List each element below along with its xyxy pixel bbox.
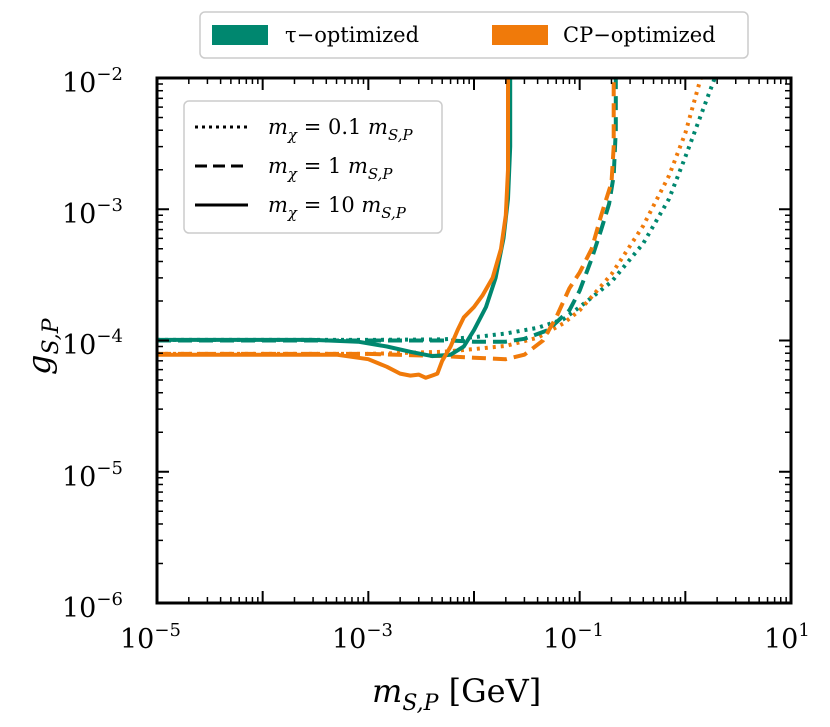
y-tick-label: 10−2	[62, 64, 123, 99]
x-tick-label: 10−1	[543, 620, 604, 655]
x-tick-label: 101	[764, 620, 810, 655]
x-tick-label: 10−5	[120, 620, 181, 655]
color-legend: τ−optimized CP−optimized	[199, 11, 749, 59]
y-tick-label: 10−6	[62, 589, 123, 624]
legend-swatch-tau	[212, 25, 268, 45]
series-layer	[157, 77, 717, 380]
legend-label-cp: CP−optimized	[563, 23, 716, 47]
x-axis-label: mS,P [GeV]	[372, 672, 541, 716]
legend-label-mchi-1: mχ = 1 mS,P	[268, 154, 393, 183]
series-line-tau-dashed	[157, 78, 618, 344]
plot-area	[155, 76, 793, 605]
legend-label-tau: τ−optimized	[285, 23, 419, 47]
y-tick-labels: 10−2 10−3 10−4 10−5 10−6	[62, 64, 123, 624]
series-line-cp-dashed	[157, 78, 616, 362]
series-line-tau-dotted	[157, 77, 717, 342]
y-tick-label: 10−5	[62, 458, 123, 493]
y-tick-label: 10−4	[62, 326, 123, 361]
legend-swatch-cp	[492, 25, 548, 45]
y-axis-label: gS,P	[20, 317, 64, 375]
x-tick-labels: 10−5 10−3 10−1 101	[120, 620, 810, 655]
legend-label-mchi-10: mχ = 10 mS,P	[268, 193, 407, 222]
x-tick-label: 10−3	[332, 620, 393, 655]
series-line-cp-solid	[157, 78, 510, 380]
series-line-cp-dotted	[157, 77, 703, 356]
style-legend: mχ = 0.1 mS,P mχ = 1 mS,P mχ = 10 mS,P	[183, 100, 443, 234]
plot-frame	[155, 76, 793, 605]
legend-label-mchi-01: mχ = 0.1 mS,P	[268, 115, 413, 144]
style-legend-frame	[183, 100, 443, 234]
color-legend-frame	[199, 11, 749, 59]
y-tick-label: 10−3	[62, 195, 123, 230]
